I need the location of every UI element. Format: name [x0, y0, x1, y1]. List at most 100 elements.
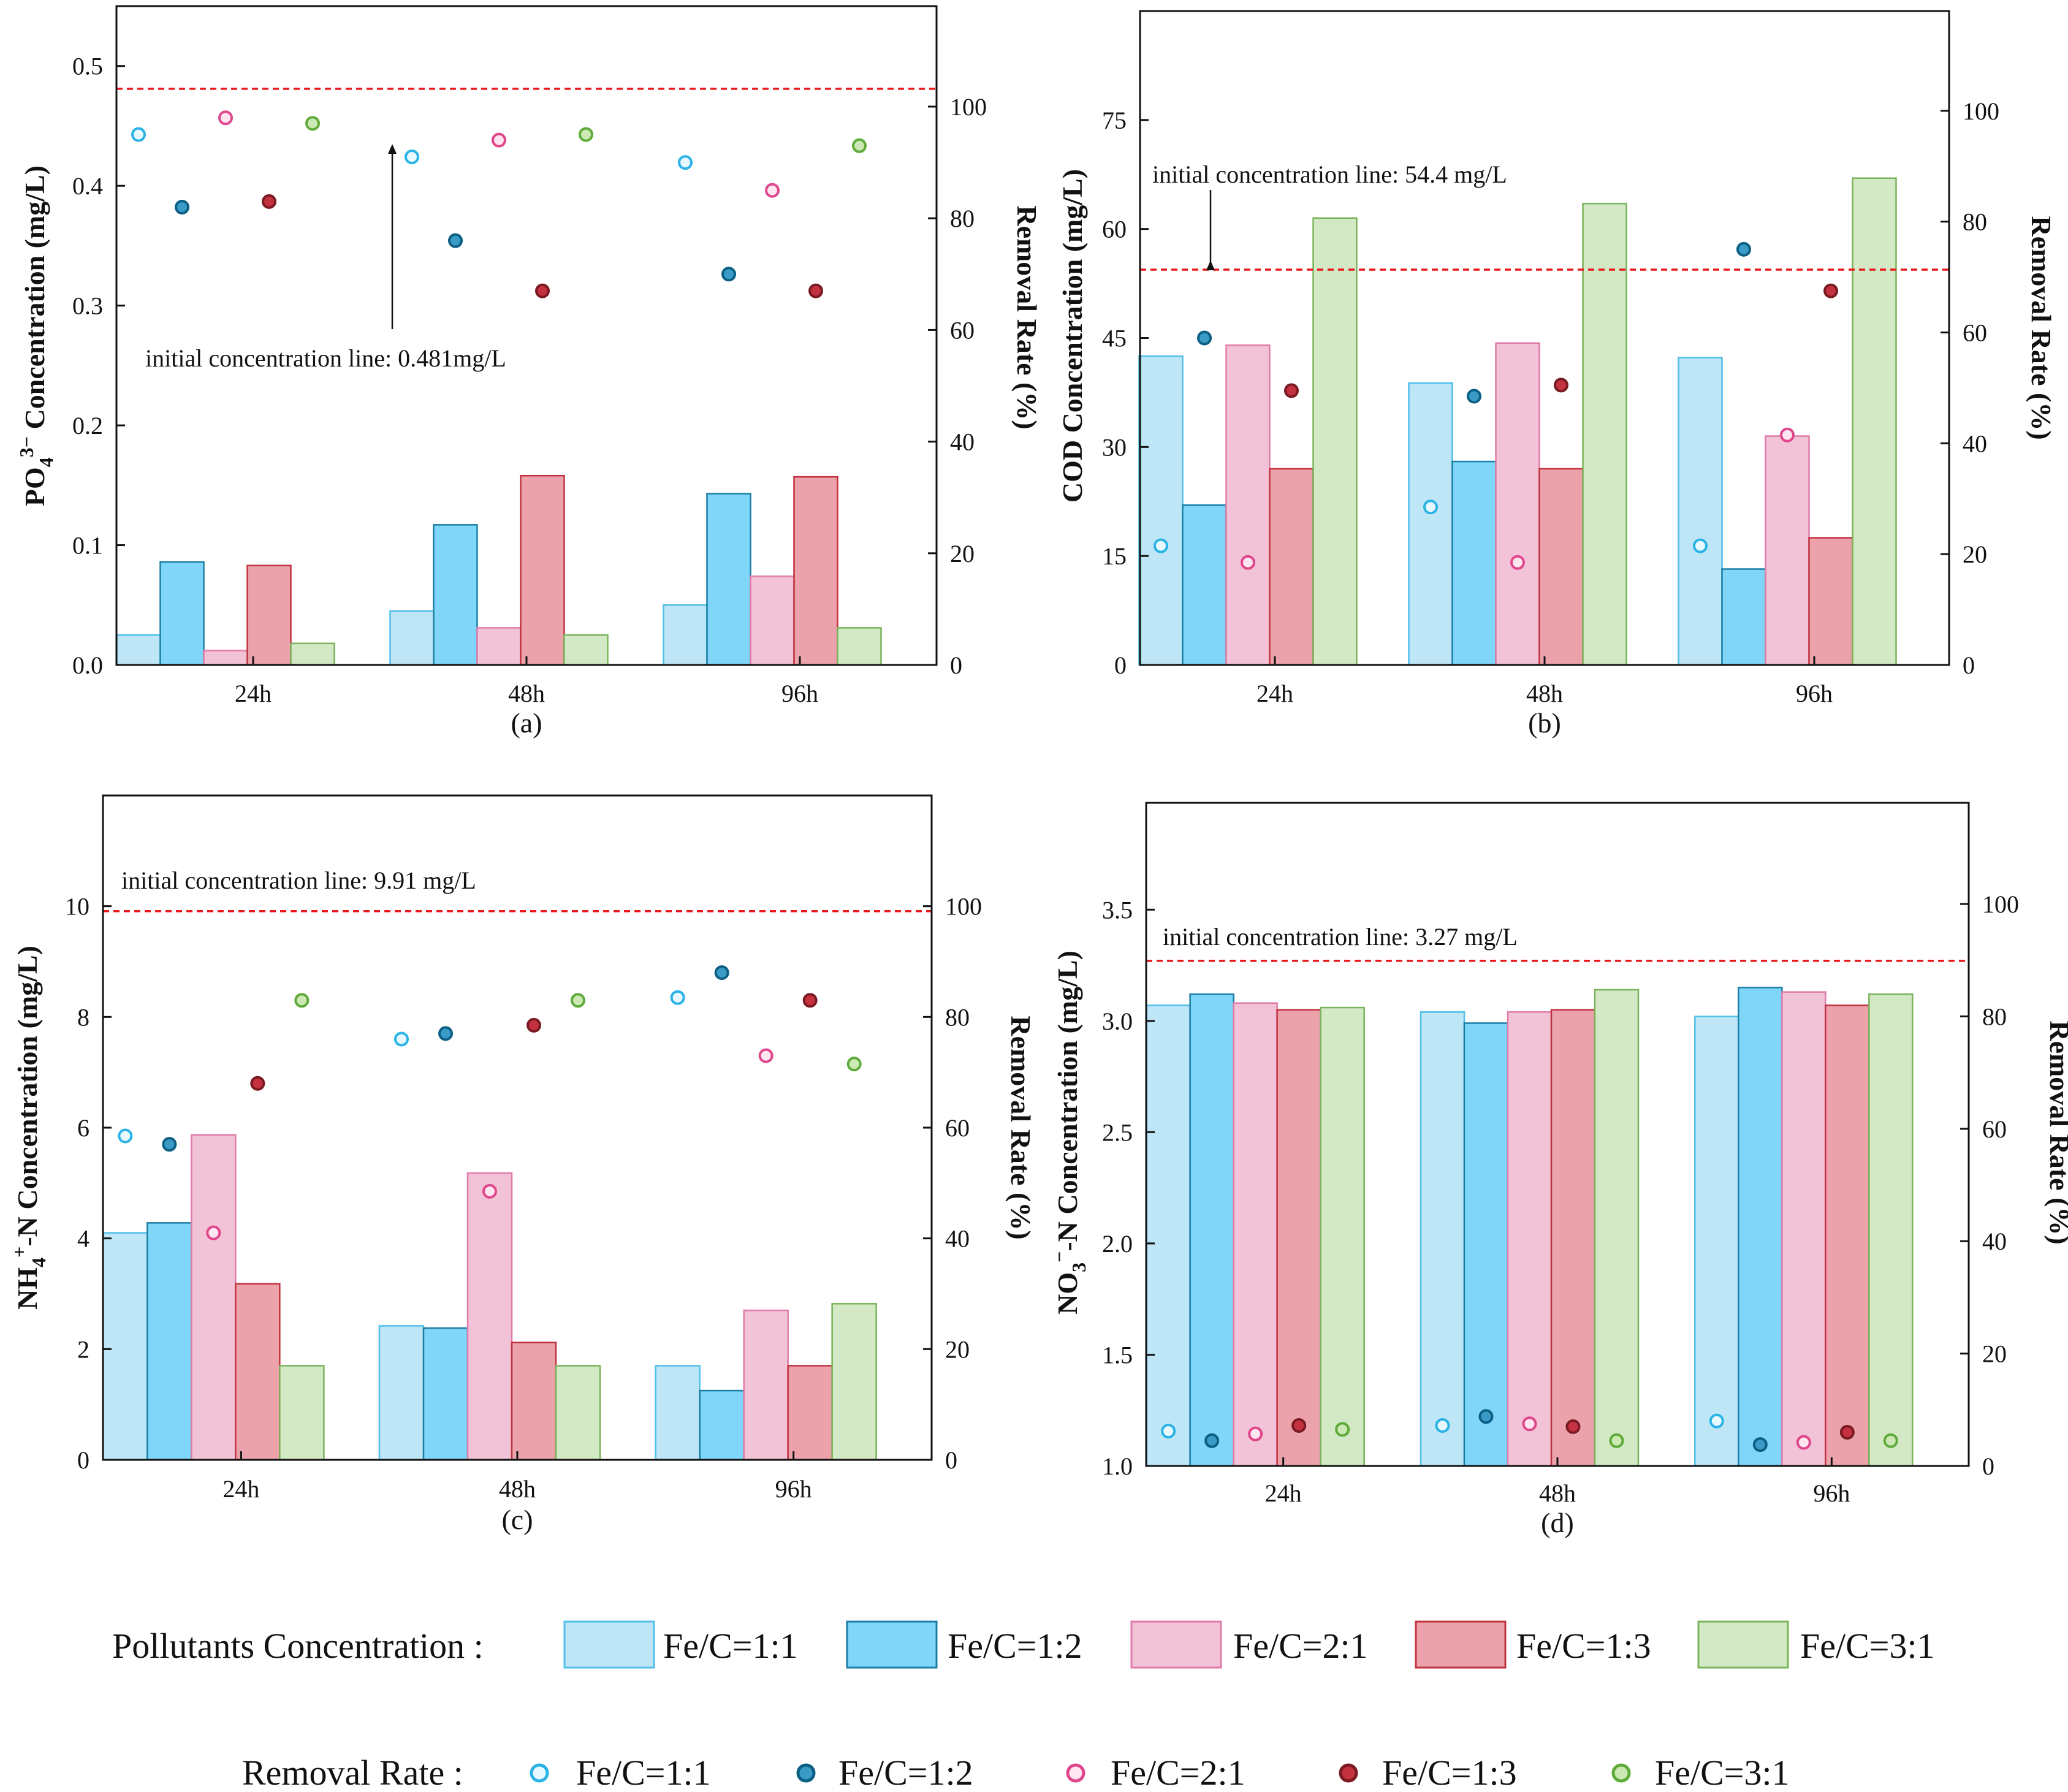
- y2-axis-title: Removal Rate (%): [1005, 1016, 1036, 1239]
- bar-4-24h: [235, 1283, 281, 1461]
- bar-1-24h: [1146, 1004, 1191, 1467]
- panel-label: (c): [501, 1504, 533, 1535]
- y-tick-label: 2.0: [1102, 1230, 1133, 1258]
- removal-dot-4-96h: [802, 993, 818, 1008]
- y2-tick-label: 40: [950, 428, 975, 456]
- y-tick-label: 8: [77, 1003, 89, 1031]
- removal-dot-3-24h: [1241, 555, 1255, 570]
- x-tick-label: 96h: [1813, 1479, 1850, 1507]
- y-tick-label: 0.3: [72, 292, 103, 320]
- legend-bar-swatch-5: [1697, 1620, 1789, 1669]
- y2-axis-title: Removal Rate (%): [2044, 1020, 2068, 1244]
- y2-tick-label: 80: [1963, 208, 1987, 236]
- removal-dot-1-48h: [1435, 1418, 1450, 1433]
- chart-panels: initial concentration line: 0.481mg/L 0.0…: [8, 5, 2068, 1538]
- bar-3-24h: [1225, 344, 1271, 666]
- y2-axis-title: Removal Rate (%): [1011, 205, 1043, 429]
- removal-dot-3-96h: [1796, 1435, 1811, 1450]
- x-tick-label: 48h: [499, 1475, 536, 1503]
- bar-2-48h: [433, 524, 478, 666]
- bar-5-96h: [1868, 993, 1914, 1467]
- bar-5-24h: [290, 642, 335, 666]
- removal-dot-1-96h: [1709, 1413, 1724, 1429]
- chart-panel-1: initial concentration line: 0.481mg/L 0.0…: [15, 5, 1043, 738]
- bar-3-96h: [1781, 991, 1827, 1467]
- bar-2-24h: [1182, 504, 1227, 666]
- removal-dot-4-48h: [1554, 378, 1568, 393]
- bar-4-24h: [1276, 1009, 1321, 1467]
- bar-1-96h: [663, 604, 708, 666]
- y2-tick-label: 40: [945, 1225, 970, 1253]
- y-tick-label: 2.5: [1102, 1118, 1133, 1146]
- y-tick-label: 75: [1102, 107, 1127, 134]
- x-tick-label: 48h: [1539, 1479, 1576, 1507]
- removal-dot-3-48h: [482, 1183, 497, 1199]
- removal-dot-4-48h: [535, 283, 550, 298]
- y2-tick-label: 60: [1982, 1115, 2007, 1143]
- y-tick-label: 0.0: [72, 651, 103, 679]
- x-tick-label: 48h: [1526, 680, 1563, 707]
- y-tick-label: 0.5: [72, 53, 103, 80]
- bar-3-48h: [1507, 1011, 1553, 1467]
- bar-5-48h: [555, 1365, 601, 1461]
- removal-dot-4-24h: [262, 194, 276, 209]
- removal-dot-5-96h: [1883, 1433, 1898, 1448]
- y2-tick-label: 20: [1982, 1340, 2007, 1368]
- y2-tick-label: 0: [950, 651, 962, 679]
- legend-dot-label-2: Fe/C=1:2: [838, 1753, 973, 1792]
- bar-3-24h: [203, 650, 248, 666]
- x-tick-label: 96h: [775, 1475, 812, 1503]
- bar-1-24h: [102, 1232, 148, 1461]
- bar-5-24h: [1320, 1006, 1365, 1467]
- removal-dot-1-48h: [405, 149, 419, 164]
- y2-tick-label: 40: [1982, 1228, 2007, 1255]
- y-axis-title: NH4+-N Concentration (mg/L): [8, 946, 50, 1310]
- bar-3-96h: [750, 575, 795, 666]
- bar-5-48h: [1582, 202, 1627, 666]
- y2-tick-label: 20: [1963, 541, 1987, 568]
- legend-dot-swatch-1: [530, 1763, 549, 1783]
- chart-panel-4: initial concentration line: 3.27 mg/L 1.0…: [1048, 802, 2068, 1538]
- y-tick-label: 1.5: [1102, 1341, 1133, 1369]
- legend-bar-label-2: Fe/C=1:2: [948, 1626, 1082, 1666]
- bar-3-96h: [1765, 435, 1810, 666]
- legend-dot-label-4: Fe/C=1:3: [1382, 1753, 1517, 1792]
- bar-5-24h: [279, 1365, 325, 1461]
- bar-3-48h: [466, 1172, 513, 1461]
- removal-dot-4-96h: [808, 283, 823, 298]
- y-tick-label: 3.5: [1102, 896, 1133, 924]
- legend-bar-label-4: Fe/C=1:3: [1516, 1626, 1651, 1666]
- chart-panel-2: initial concentration line: 54.4 mg/L 0 15…: [1057, 10, 2057, 738]
- x-tick-label: 24h: [235, 680, 272, 707]
- bar-2-96h: [699, 1389, 745, 1461]
- y-tick-label: 3.0: [1102, 1008, 1133, 1035]
- removal-dot-3-48h: [1510, 555, 1525, 570]
- legend-bar-label-1: Fe/C=1:1: [663, 1626, 798, 1666]
- removal-dot-5-48h: [579, 127, 593, 142]
- y2-tick-label: 40: [1963, 430, 1987, 457]
- y2-tick-label: 20: [945, 1335, 970, 1363]
- removal-dot-1-48h: [394, 1031, 409, 1047]
- initial-concentration-label: initial concentration line: 54.4 mg/L: [1152, 161, 1507, 188]
- removal-dot-2-24h: [1204, 1433, 1220, 1448]
- bar-5-96h: [837, 627, 882, 666]
- legend-bar-swatch-2: [846, 1620, 938, 1669]
- annotation-arrow-head: [1206, 260, 1215, 270]
- y2-tick-label: 80: [1982, 1003, 2007, 1030]
- initial-concentration-label: initial concentration line: 3.27 mg/L: [1163, 923, 1518, 951]
- y-tick-label: 0: [1114, 651, 1127, 679]
- removal-dot-1-24h: [118, 1128, 133, 1144]
- y2-tick-label: 80: [945, 1003, 970, 1031]
- legend: Pollutants Concentration : Removal Rate …: [112, 1620, 1935, 1792]
- y2-tick-label: 60: [945, 1114, 970, 1142]
- bar-4-48h: [511, 1342, 557, 1461]
- initial-concentration-label: initial concentration line: 0.481mg/L: [145, 344, 506, 372]
- panel-label: (a): [511, 707, 542, 738]
- bar-2-96h: [706, 493, 751, 666]
- bar-4-48h: [520, 474, 565, 666]
- removal-dot-5-24h: [305, 116, 320, 131]
- y-tick-label: 30: [1102, 433, 1127, 461]
- bar-2-96h: [1738, 987, 1783, 1467]
- bar-3-48h: [476, 627, 522, 666]
- annotation-arrow-head: [388, 144, 397, 154]
